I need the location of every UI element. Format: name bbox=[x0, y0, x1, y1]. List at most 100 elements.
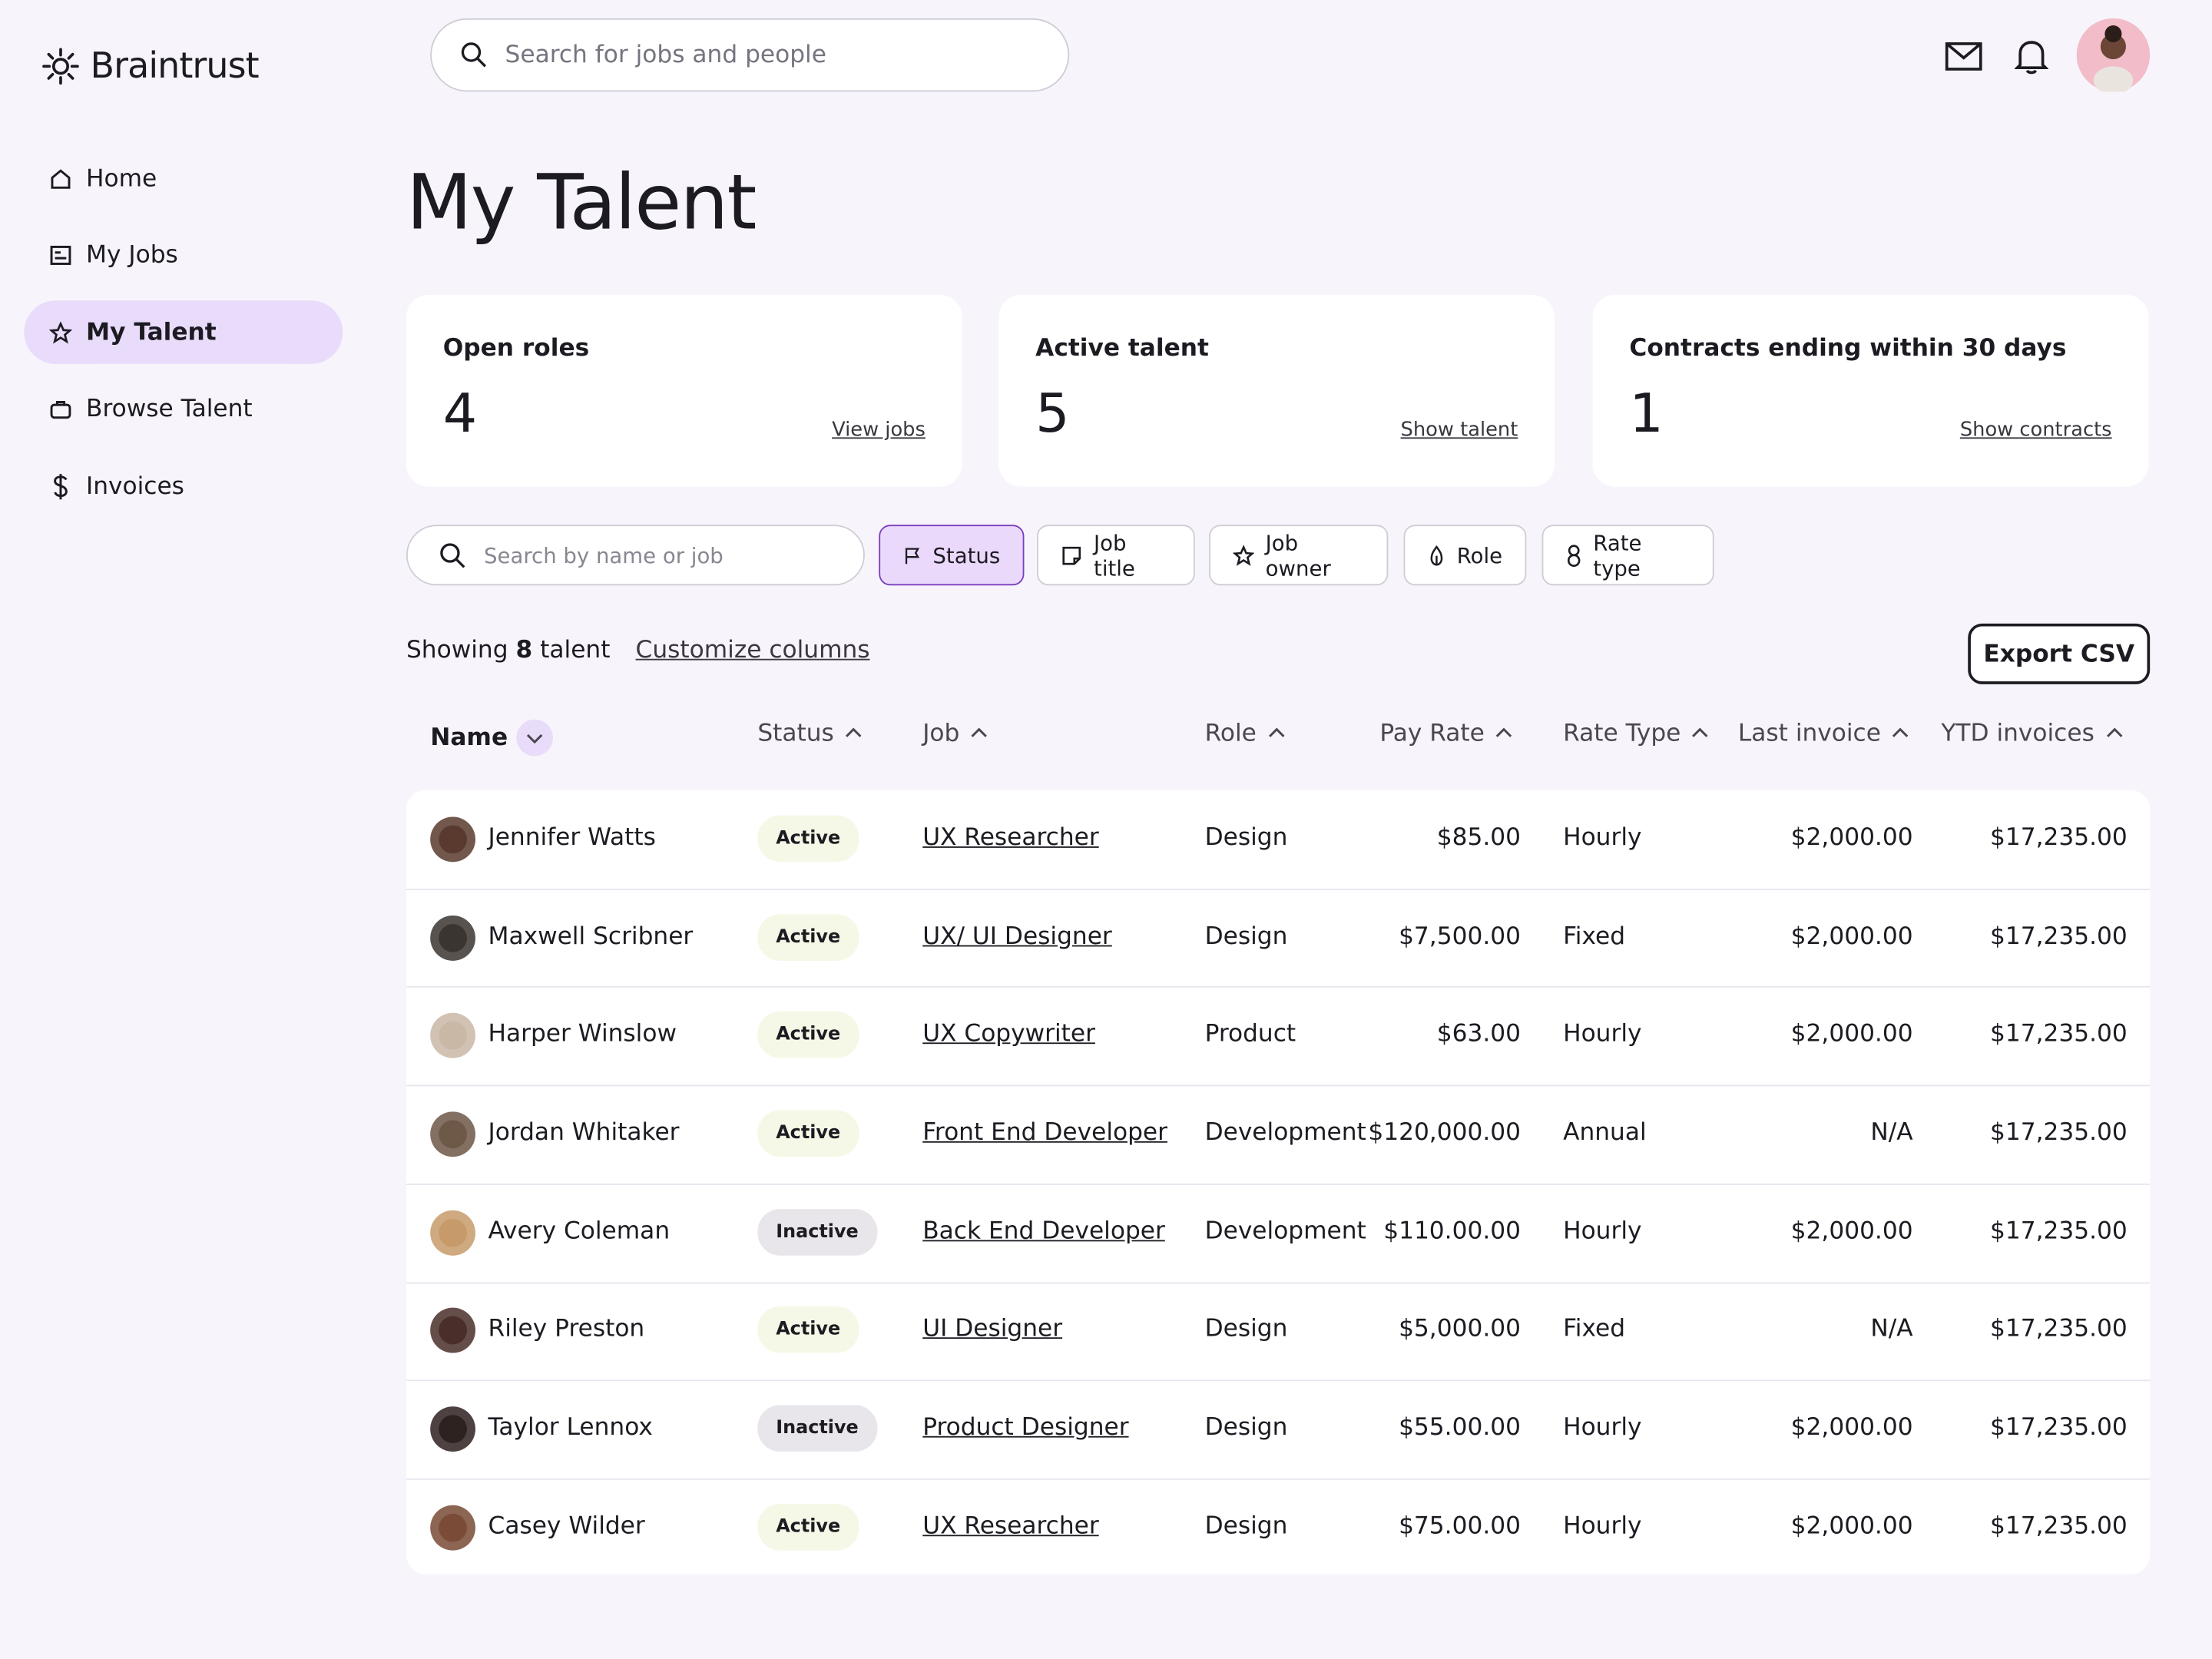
filter-search[interactable]: Search by name or job bbox=[406, 525, 865, 586]
nav-item[interactable]: My Talent bbox=[24, 300, 343, 364]
cell: Development bbox=[1204, 1217, 1366, 1246]
logo-icon bbox=[42, 47, 79, 84]
sort-icon[interactable] bbox=[843, 722, 865, 744]
sort-icon[interactable] bbox=[523, 727, 545, 749]
user-avatar[interactable] bbox=[2076, 18, 2151, 92]
column-label: Job bbox=[922, 719, 960, 748]
export-button[interactable]: Export CSV bbox=[1968, 623, 2151, 684]
job-link[interactable]: UX Researcher bbox=[922, 1512, 1099, 1541]
status-badge: Active bbox=[757, 815, 859, 862]
icon bbox=[1233, 544, 1254, 565]
cell: $7,500.00 bbox=[1399, 922, 1522, 951]
column-header[interactable]: Last invoice bbox=[1737, 719, 1912, 748]
filter-button[interactable]: Status bbox=[879, 525, 1025, 586]
column-header[interactable]: YTD invoices bbox=[1941, 720, 2125, 747]
filter-button[interactable]: Job title bbox=[1037, 525, 1195, 586]
cell: $17,235.00 bbox=[1990, 1217, 2128, 1246]
job-link[interactable]: Back End Developer bbox=[922, 1217, 1165, 1246]
column-header[interactable]: Status bbox=[757, 720, 865, 747]
column-label: Rate Type bbox=[1563, 719, 1681, 748]
sort-badge bbox=[516, 719, 553, 757]
cell: $2,000.00 bbox=[1790, 922, 1913, 951]
stat-label: Open roles bbox=[442, 334, 590, 363]
cell: Fixed bbox=[1563, 922, 1626, 951]
job-link[interactable]: UX/ UI Designer bbox=[922, 922, 1112, 951]
stat-value: 5 bbox=[1035, 382, 1070, 445]
stat-card: Open roles 4 View jobs bbox=[406, 294, 962, 487]
column-label: Last invoice bbox=[1737, 719, 1881, 748]
column-header[interactable]: Role bbox=[1204, 719, 1288, 748]
stat-card: Contracts ending within 30 days 1 Show con… bbox=[1592, 294, 2149, 487]
stat-link[interactable]: Show contracts bbox=[1959, 419, 2112, 442]
column-header[interactable]: Job bbox=[922, 719, 991, 748]
icon bbox=[51, 168, 71, 188]
column-header[interactable]: Rate Type bbox=[1563, 719, 1712, 748]
sort-icon[interactable] bbox=[1689, 722, 1711, 744]
chevron bbox=[526, 733, 543, 744]
cell: Design bbox=[1204, 1512, 1288, 1541]
icon bbox=[905, 547, 920, 564]
brand[interactable]: Braintrust bbox=[42, 45, 260, 86]
filter-button[interactable]: Rate type bbox=[1541, 525, 1714, 586]
sort-icon[interactable] bbox=[968, 722, 990, 744]
nav-label: Home bbox=[86, 164, 157, 193]
icon bbox=[1062, 545, 1081, 565]
cell: Product bbox=[1204, 1020, 1296, 1049]
avatar bbox=[430, 1505, 475, 1551]
filter-label: Job owner bbox=[1265, 529, 1331, 581]
icon bbox=[440, 542, 465, 568]
icon bbox=[50, 245, 71, 265]
top-search[interactable]: Search for jobs and people bbox=[430, 18, 1070, 92]
cell: $2,000.00 bbox=[1790, 1020, 1913, 1049]
cell: $17,235.00 bbox=[1990, 1315, 2128, 1344]
job-link[interactable]: Product Designer bbox=[922, 1413, 1129, 1442]
column-label: Role bbox=[1204, 719, 1257, 748]
cell: Fixed bbox=[1563, 1315, 1626, 1344]
nav-item[interactable]: My Jobs bbox=[24, 223, 343, 286]
cell: $2,000.00 bbox=[1790, 1217, 1913, 1246]
talent-name: Taylor Lennox bbox=[488, 1413, 653, 1442]
filter-button[interactable]: Role bbox=[1403, 525, 1527, 586]
row-divider bbox=[406, 888, 2151, 890]
stat-label: Contracts ending within 30 days bbox=[1629, 334, 2067, 363]
column-header[interactable]: Pay Rate bbox=[1379, 720, 1515, 747]
nav-label: My Jobs bbox=[86, 240, 178, 269]
page-title: My Talent bbox=[406, 157, 757, 247]
icon bbox=[461, 42, 487, 68]
avatar bbox=[430, 1210, 475, 1256]
avatar bbox=[430, 1308, 475, 1354]
filter-label: Rate type bbox=[1593, 529, 1642, 581]
nav-label: My Talent bbox=[86, 318, 217, 346]
nav-item[interactable]: Browse Talent bbox=[24, 376, 343, 440]
stat-card: Active talent 5 Show talent bbox=[998, 294, 1555, 487]
column-label: Name bbox=[430, 724, 508, 752]
job-link[interactable]: Front End Developer bbox=[922, 1118, 1167, 1147]
sort-icon[interactable] bbox=[1493, 722, 1515, 744]
column-header[interactable]: Name bbox=[430, 719, 553, 757]
showing-suffix: talent bbox=[540, 636, 611, 665]
customize-link[interactable]: Customize columns bbox=[635, 636, 870, 665]
job-link[interactable]: UX Researcher bbox=[922, 823, 1099, 853]
avatar bbox=[430, 1013, 475, 1059]
filter-button[interactable]: Job owner bbox=[1209, 525, 1389, 586]
avatar bbox=[430, 816, 475, 862]
mail-icon[interactable] bbox=[1944, 39, 1983, 73]
sort-icon[interactable] bbox=[1889, 722, 1912, 744]
cell: $17,235.00 bbox=[1990, 1512, 2128, 1541]
stat-link[interactable]: Show talent bbox=[1400, 419, 1518, 442]
bell-icon[interactable] bbox=[2014, 38, 2048, 75]
stat-value: 1 bbox=[1629, 382, 1664, 445]
nav-item[interactable]: Home bbox=[24, 147, 343, 210]
stat-value: 4 bbox=[442, 382, 478, 445]
job-link[interactable]: UX Copywriter bbox=[922, 1020, 1095, 1049]
chevron bbox=[1692, 727, 1709, 737]
job-link[interactable]: UI Designer bbox=[922, 1315, 1063, 1344]
sort-icon[interactable] bbox=[1265, 722, 1287, 744]
nav-item[interactable]: Invoices bbox=[24, 454, 343, 518]
talent-name: Jordan Whitaker bbox=[488, 1118, 680, 1147]
sort-icon[interactable] bbox=[2103, 722, 2125, 744]
cell: N/A bbox=[1870, 1315, 1913, 1344]
avatar bbox=[430, 915, 475, 960]
stat-link[interactable]: View jobs bbox=[832, 419, 926, 442]
cell: $63.00 bbox=[1436, 1020, 1522, 1049]
